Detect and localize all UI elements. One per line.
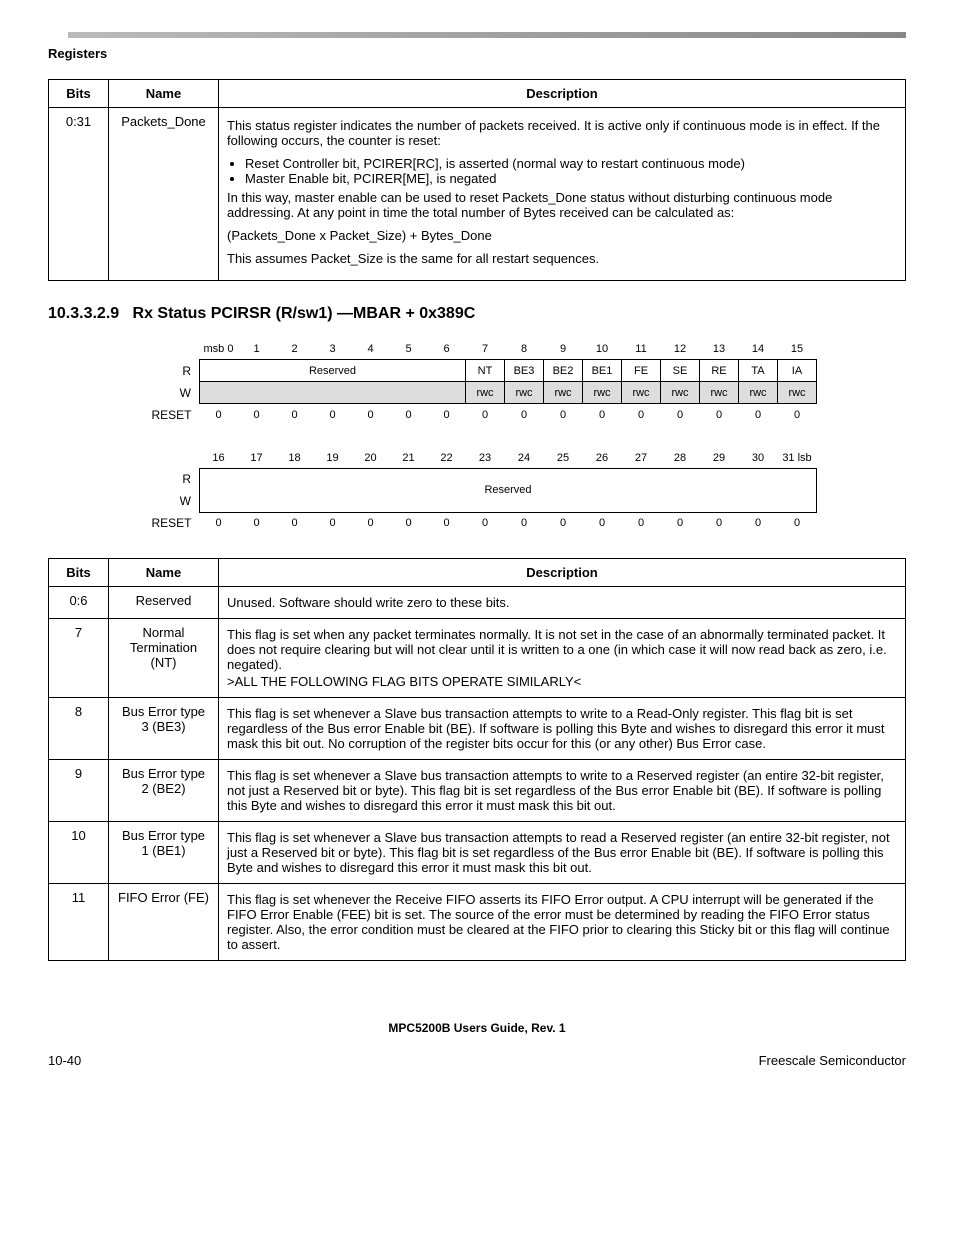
w-reserved bbox=[200, 382, 466, 404]
reset-row-2: RESET 0 0 0 0 0 0 0 0 0 0 0 0 0 0 0 0 bbox=[137, 512, 817, 534]
table-row: 11FIFO Error (FE)This flag is set whenev… bbox=[49, 884, 906, 961]
field-re: RE bbox=[700, 360, 739, 382]
desc-p1: This status register indicates the numbe… bbox=[227, 118, 897, 148]
cell-desc: This flag is set whenever a Slave bus tr… bbox=[219, 760, 906, 822]
r-row-2: R Reserved bbox=[137, 468, 817, 490]
section-title: Rx Status PCIRSR (R/sw1) —MBAR + 0x389C bbox=[133, 305, 476, 322]
cell-name: FIFO Error (FE) bbox=[109, 884, 219, 961]
cell-bits: 9 bbox=[49, 760, 109, 822]
field-ta: TA bbox=[739, 360, 778, 382]
desc-p4: This assumes Packet_Size is the same for… bbox=[227, 251, 897, 266]
top-rule bbox=[68, 32, 906, 38]
cell-bits: 7 bbox=[49, 619, 109, 698]
field-ia: IA bbox=[778, 360, 817, 382]
cell-name: Bus Error type 1 (BE1) bbox=[109, 822, 219, 884]
desc-li1: Reset Controller bit, PCIRER[RC], is ass… bbox=[245, 156, 897, 171]
field-fe: FE bbox=[622, 360, 661, 382]
cell-bits: 0:6 bbox=[49, 587, 109, 619]
field-be1: BE1 bbox=[583, 360, 622, 382]
cell-desc: This flag is set whenever a Slave bus tr… bbox=[219, 822, 906, 884]
bitmap-top: msb 0 1 2 3 4 5 6 7 8 9 10 11 12 13 14 1… bbox=[137, 339, 817, 534]
section-num: 10.3.3.2.9 bbox=[48, 305, 119, 322]
section-heading: 10.3.3.2.9 Rx Status PCIRSR (R/sw1) —MBA… bbox=[48, 305, 906, 323]
field-nt: NT bbox=[466, 360, 505, 382]
bitnum-row-2: 16 17 18 19 20 21 22 23 24 25 26 27 28 2… bbox=[137, 448, 817, 469]
cell-name: Bus Error type 2 (BE2) bbox=[109, 760, 219, 822]
th-bits: Bits bbox=[49, 559, 109, 587]
table-row: 9Bus Error type 2 (BE2)This flag is set … bbox=[49, 760, 906, 822]
reserved-field-2: Reserved bbox=[200, 468, 817, 512]
cell-name: Packets_Done bbox=[109, 108, 219, 281]
cell-desc: This flag is set whenever a Slave bus tr… bbox=[219, 698, 906, 760]
desc-p3: (Packets_Done x Packet_Size) + Bytes_Don… bbox=[227, 228, 897, 243]
r-row: R Reserved NT BE3 BE2 BE1 FE SE RE TA IA bbox=[137, 360, 817, 382]
table-row: 7Normal Termination (NT)This flag is set… bbox=[49, 619, 906, 698]
table-row: 8Bus Error type 3 (BE3)This flag is set … bbox=[49, 698, 906, 760]
cell-name: Reserved bbox=[109, 587, 219, 619]
desc-p2: In this way, master enable can be used t… bbox=[227, 190, 897, 220]
th-desc: Description bbox=[219, 559, 906, 587]
w-row: W rwc rwc rwc rwc rwc rwc rwc rwc rwc bbox=[137, 382, 817, 404]
bit-description-table: Bits Name Description 0:6ReservedUnused.… bbox=[48, 558, 906, 961]
cell-bits: 10 bbox=[49, 822, 109, 884]
th-name: Name bbox=[109, 80, 219, 108]
cell-desc: Unused. Software should write zero to th… bbox=[219, 587, 906, 619]
page-number: 10-40 bbox=[48, 1053, 81, 1068]
th-desc: Description bbox=[219, 80, 906, 108]
table-row: 10Bus Error type 1 (BE1)This flag is set… bbox=[49, 822, 906, 884]
field-se: SE bbox=[661, 360, 700, 382]
cell-desc: This flag is set when any packet termina… bbox=[219, 619, 906, 698]
vendor: Freescale Semiconductor bbox=[759, 1053, 906, 1068]
reserved-field: Reserved bbox=[200, 360, 466, 382]
th-name: Name bbox=[109, 559, 219, 587]
field-be3: BE3 bbox=[505, 360, 544, 382]
header-label: Registers bbox=[48, 46, 906, 61]
cell-bits: 8 bbox=[49, 698, 109, 760]
cell-name: Normal Termination (NT) bbox=[109, 619, 219, 698]
cell-desc: This status register indicates the numbe… bbox=[219, 108, 906, 281]
th-bits: Bits bbox=[49, 80, 109, 108]
cell-bits: 0:31 bbox=[49, 108, 109, 281]
reset-row: RESET 0 0 0 0 0 0 0 0 0 0 0 0 0 0 0 0 bbox=[137, 404, 817, 426]
field-be2: BE2 bbox=[544, 360, 583, 382]
footer-row: 10-40 Freescale Semiconductor bbox=[48, 1053, 906, 1068]
cell-name: Bus Error type 3 (BE3) bbox=[109, 698, 219, 760]
cell-bits: 11 bbox=[49, 884, 109, 961]
desc-li2: Master Enable bit, PCIRER[ME], is negate… bbox=[245, 171, 897, 186]
packets-done-table: Bits Name Description 0:31 Packets_Done … bbox=[48, 79, 906, 281]
footer-title: MPC5200B Users Guide, Rev. 1 bbox=[48, 1021, 906, 1035]
cell-desc: This flag is set whenever the Receive FI… bbox=[219, 884, 906, 961]
bitnum-row: msb 0 1 2 3 4 5 6 7 8 9 10 11 12 13 14 1… bbox=[137, 339, 817, 360]
table-row: 0:6ReservedUnused. Software should write… bbox=[49, 587, 906, 619]
